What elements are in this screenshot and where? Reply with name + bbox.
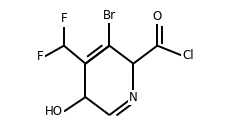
Text: Cl: Cl xyxy=(182,49,193,62)
Text: HO: HO xyxy=(45,105,63,118)
Text: F: F xyxy=(60,12,67,25)
Text: O: O xyxy=(152,10,161,23)
Text: F: F xyxy=(37,50,43,63)
Text: N: N xyxy=(128,91,137,104)
Text: Br: Br xyxy=(102,9,115,22)
